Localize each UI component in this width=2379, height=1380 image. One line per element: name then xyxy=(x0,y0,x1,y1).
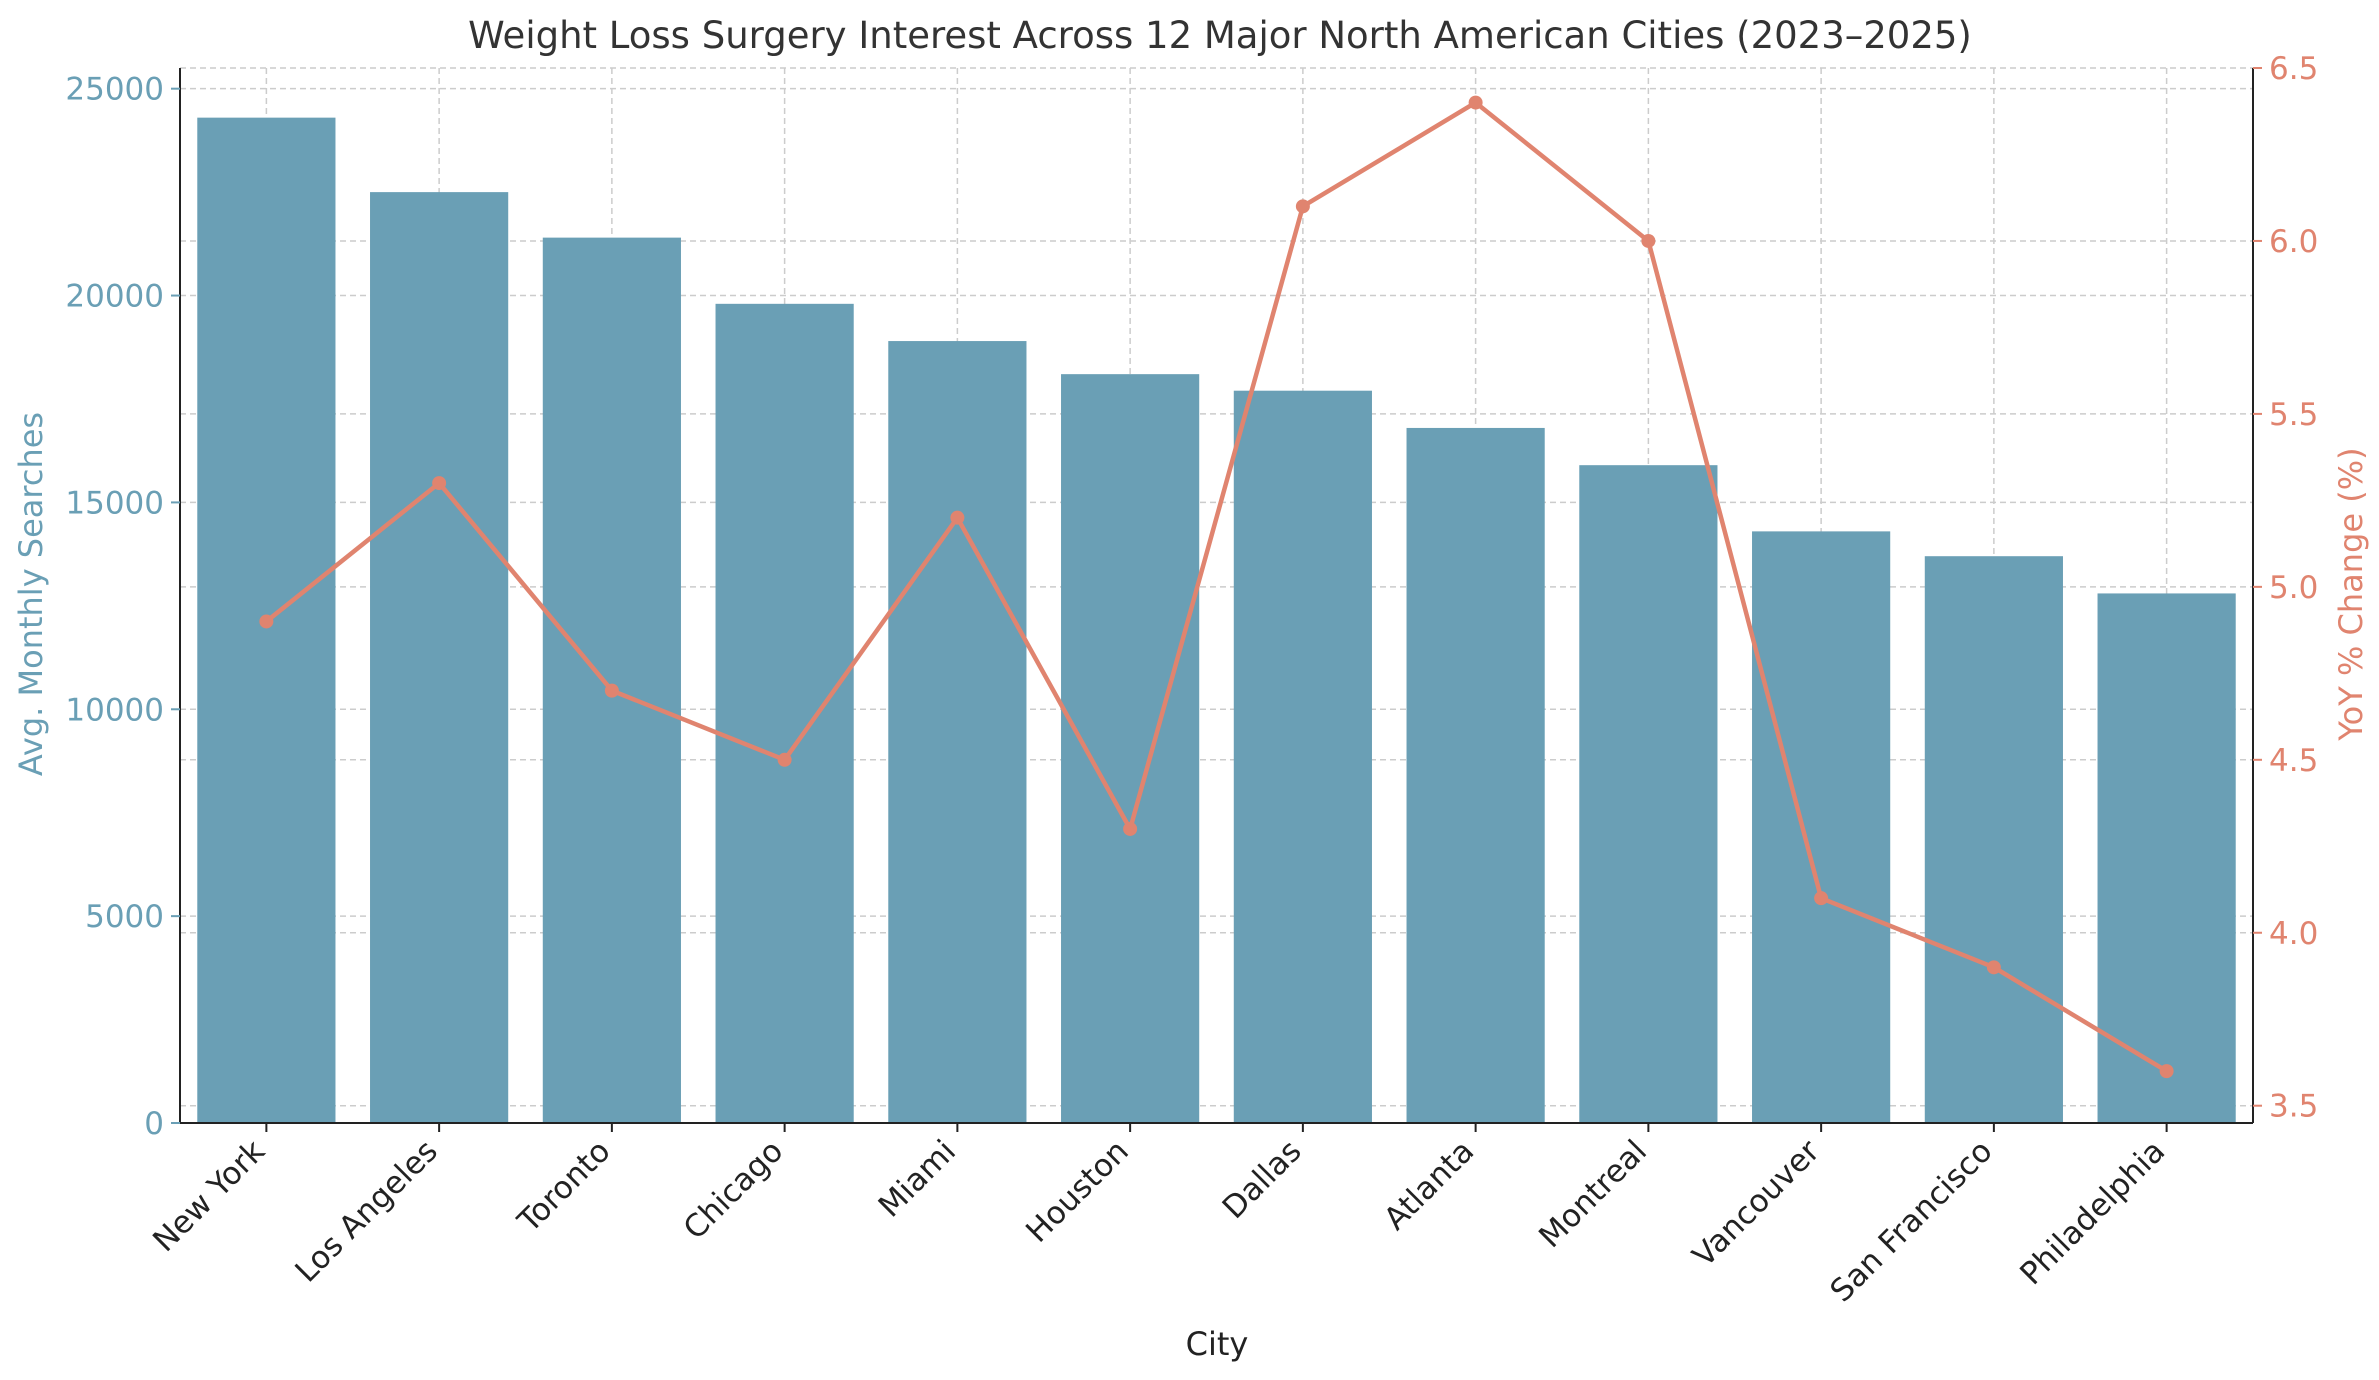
yoy-point xyxy=(1468,95,1483,110)
y2-tick-label: 4.0 xyxy=(2269,916,2318,952)
y2-tick-label: 3.5 xyxy=(2269,1089,2318,1125)
y-tick-label: 0 xyxy=(144,1106,164,1142)
y-tick-label: 5000 xyxy=(85,899,164,935)
bar xyxy=(1061,374,1200,1123)
x-tick-label: New York xyxy=(146,1133,272,1259)
y-tick-label: 20000 xyxy=(65,279,164,315)
bar xyxy=(542,237,681,1124)
y2-tick-label: 6.0 xyxy=(2269,224,2318,260)
yoy-point xyxy=(604,683,619,698)
y2-tick-label: 5.0 xyxy=(2269,570,2318,606)
x-tick-label: Vancouver xyxy=(1686,1133,1827,1274)
x-tick-label: Los Angeles xyxy=(288,1133,444,1289)
x-tick-label: Dallas xyxy=(1216,1133,1309,1226)
yoy-point xyxy=(259,614,274,629)
y-tick-label: 15000 xyxy=(65,485,164,521)
y-axis-title: Avg. Monthly Searches xyxy=(12,412,50,776)
y2-tick-label: 4.5 xyxy=(2269,743,2318,779)
bar xyxy=(2097,593,2236,1123)
yoy-point xyxy=(950,510,965,525)
yoy-point xyxy=(1641,233,1656,248)
x-tick-label: Montreal xyxy=(1532,1133,1654,1255)
bar xyxy=(888,341,1027,1123)
yoy-point xyxy=(2159,1064,2174,1079)
yoy-point xyxy=(777,752,792,767)
x-tick-label: San Francisco xyxy=(1823,1133,1999,1309)
y2-axis-title: YoY % Change (%) xyxy=(2332,447,2370,741)
bar xyxy=(1579,465,1718,1123)
line-series xyxy=(259,95,2174,1079)
bar-series xyxy=(197,117,2236,1124)
bar xyxy=(1752,531,1891,1123)
y2-tick-label: 5.5 xyxy=(2269,397,2318,433)
bar xyxy=(1406,427,1545,1123)
x-axis-title: City xyxy=(1186,1325,1249,1363)
x-tick-label: Philadelphia xyxy=(2013,1133,2172,1292)
yoy-line xyxy=(264,100,2168,1074)
yoy-point xyxy=(1123,821,1138,836)
chart-title: Weight Loss Surgery Interest Across 12 M… xyxy=(468,14,1972,57)
x-tick-label: Houston xyxy=(1019,1133,1136,1250)
x-tick-label: Atlanta xyxy=(1377,1133,1481,1237)
y-tick-label: 10000 xyxy=(65,692,164,728)
x-tick-label: Toronto xyxy=(510,1133,617,1240)
yoy-point xyxy=(1986,960,2001,975)
yoy-point xyxy=(1814,891,1829,906)
bar xyxy=(715,303,854,1124)
bar xyxy=(1233,390,1372,1123)
y-tick-label: 25000 xyxy=(65,72,164,108)
bar xyxy=(1924,556,2063,1123)
yoy-point xyxy=(1295,199,1310,214)
x-tick-label: Chicago xyxy=(677,1133,791,1247)
x-tick-label: Miami xyxy=(872,1133,963,1224)
bar xyxy=(370,192,509,1123)
y2-tick-label: 6.5 xyxy=(2269,51,2318,87)
yoy-point xyxy=(432,476,447,491)
